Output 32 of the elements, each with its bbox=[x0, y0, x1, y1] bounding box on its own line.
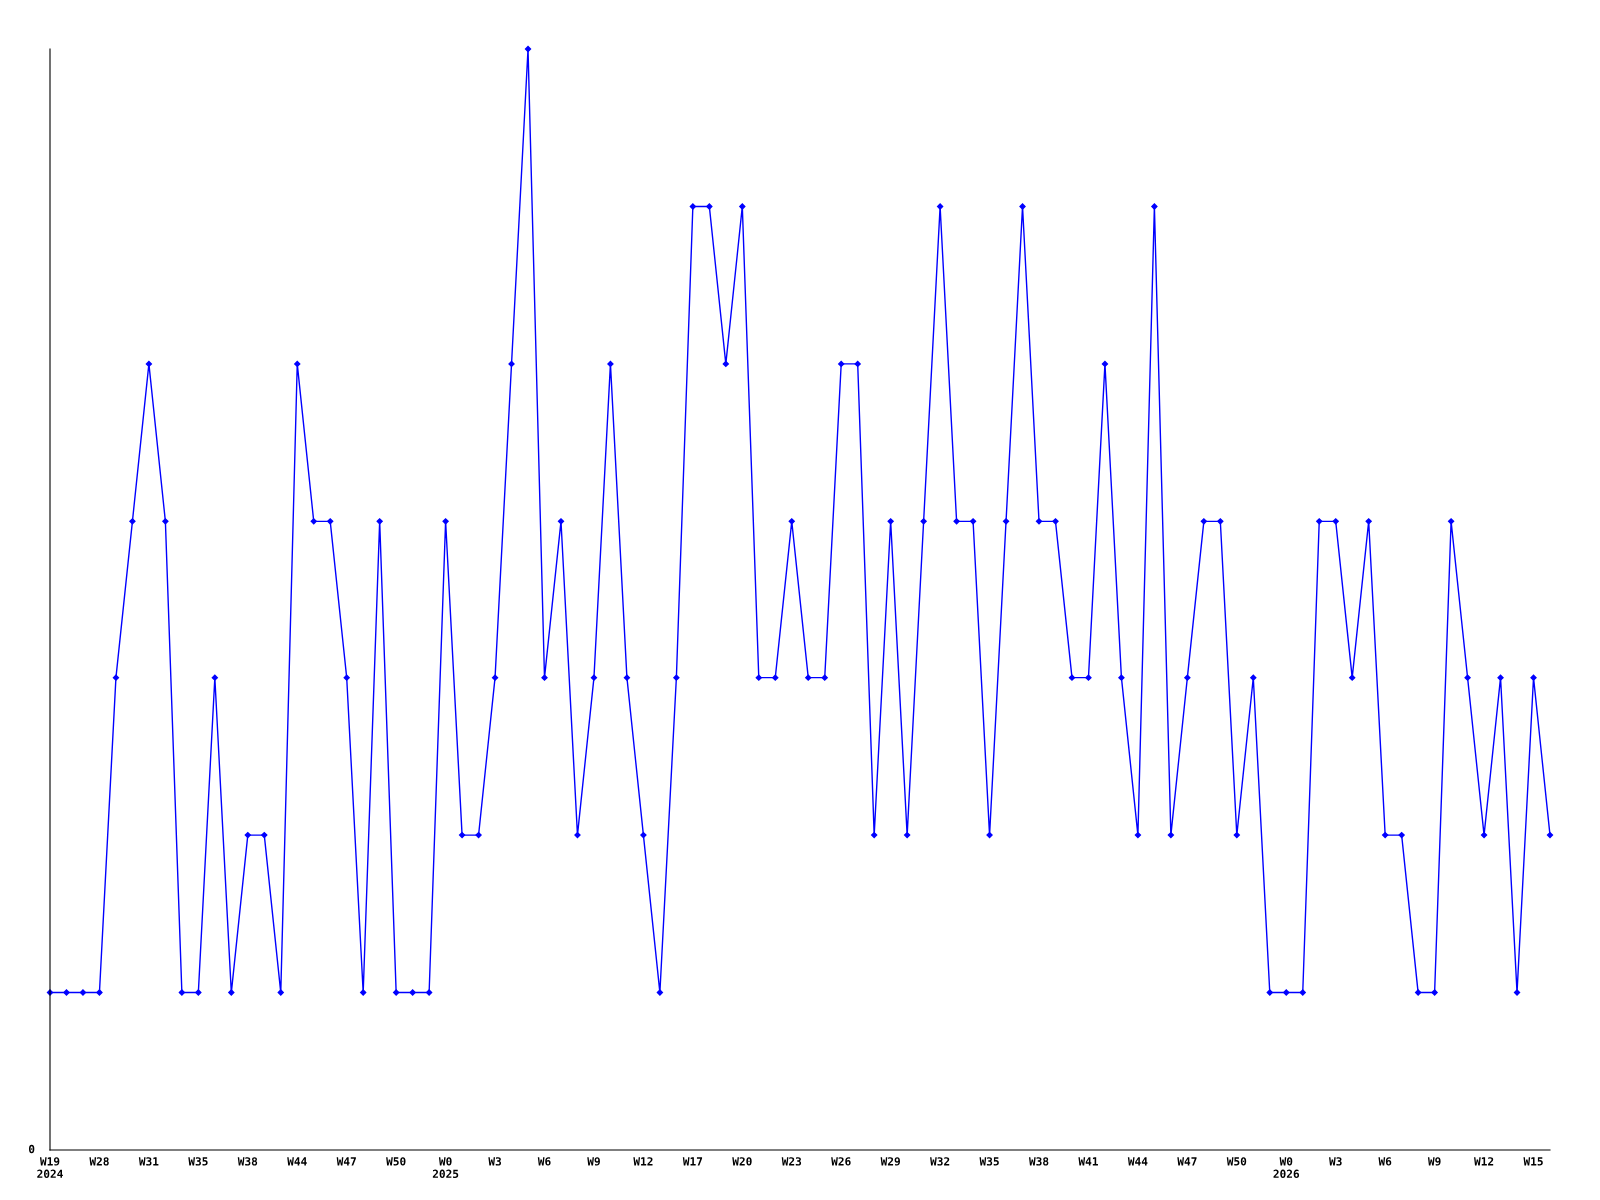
x-tick-label: W0 2025 bbox=[432, 1157, 459, 1178]
x-tick-label: W17 bbox=[682, 1157, 703, 1166]
x-tick-label: W35 bbox=[979, 1157, 999, 1166]
x-tick-label: W26 bbox=[831, 1157, 851, 1166]
x-tick-label: W38 bbox=[1028, 1157, 1049, 1166]
x-tick-label: W28 bbox=[89, 1157, 109, 1166]
x-tick-label: W15 bbox=[1523, 1157, 1543, 1166]
x-tick-label: W20 bbox=[732, 1157, 752, 1166]
text: 0 bbox=[28, 1144, 35, 1154]
x-tick-label: W12 bbox=[1474, 1157, 1494, 1166]
x-tick-label: W9 bbox=[587, 1157, 600, 1166]
x-tick-label: W44 bbox=[1127, 1157, 1148, 1166]
x-tick-label: W0 2026 bbox=[1273, 1157, 1300, 1178]
x-tick-label: W29 bbox=[880, 1157, 900, 1166]
x-tick-label: W41 bbox=[1078, 1157, 1098, 1166]
x-tick-label: W3 bbox=[488, 1157, 502, 1166]
x-tick-label: W35 bbox=[188, 1157, 208, 1166]
x-tick-label: W50 bbox=[1226, 1157, 1247, 1166]
x-tick-label: W9 bbox=[1427, 1157, 1441, 1166]
x-tick-label: W31 bbox=[138, 1157, 159, 1166]
x-tick-label: W3 bbox=[1329, 1157, 1342, 1166]
x-tick-label: W50 bbox=[386, 1157, 406, 1166]
x-tick-label: W47 bbox=[336, 1157, 356, 1166]
x-tick-label: W44 bbox=[287, 1157, 307, 1166]
x-tick-label: W47 bbox=[1177, 1157, 1197, 1166]
x-tick-label: W6 bbox=[1378, 1157, 1392, 1166]
x-tick-label: W19 2024 bbox=[37, 1157, 63, 1178]
x-tick-label: W12 bbox=[633, 1157, 653, 1166]
x-tick-label: W6 bbox=[537, 1157, 551, 1166]
x-tick-label: W32 bbox=[930, 1157, 950, 1166]
x-tick-label: W38 bbox=[237, 1157, 258, 1166]
x-tick-label: W23 bbox=[781, 1157, 802, 1166]
